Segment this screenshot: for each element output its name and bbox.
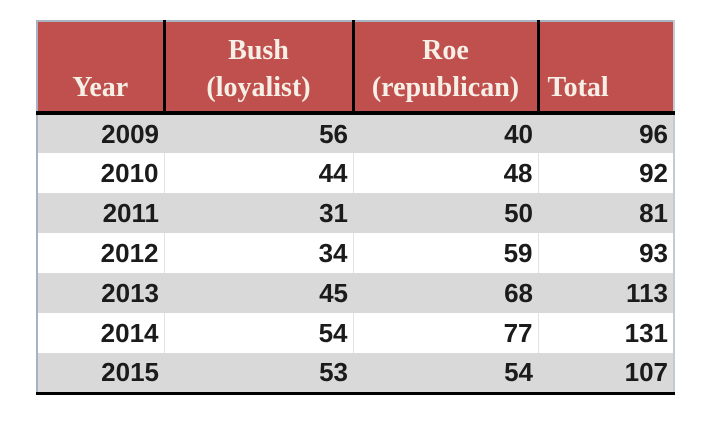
cell-total: 107 xyxy=(538,353,674,393)
cell-year: 2010 xyxy=(37,153,164,193)
cell-bush: 45 xyxy=(164,273,353,313)
cell-total: 131 xyxy=(537,313,674,353)
table-header: Year Bush (loyalist) Roe (republican) To… xyxy=(37,21,674,115)
cell-roe: 54 xyxy=(353,353,538,393)
cell-bush: 56 xyxy=(164,113,353,153)
cell-roe: 68 xyxy=(353,273,538,313)
table-row: 2015 53 54 107 xyxy=(37,353,674,393)
vote-count-table: Year Bush (loyalist) Roe (republican) To… xyxy=(36,20,675,395)
data-table-container: Year Bush (loyalist) Roe (republican) To… xyxy=(36,20,675,395)
cell-bush: 34 xyxy=(163,233,353,273)
cell-total: 92 xyxy=(537,153,674,193)
cell-roe: 77 xyxy=(352,313,538,353)
table-body: 2009 56 40 96 2010 44 48 92 2011 31 50 81 2012 34 59 93… xyxy=(37,113,674,393)
cell-roe: 50 xyxy=(353,193,538,233)
cell-roe: 59 xyxy=(352,233,538,273)
cell-total: 96 xyxy=(538,113,674,153)
cell-total: 93 xyxy=(537,233,674,273)
column-header-roe: Roe (republican) xyxy=(351,21,538,115)
table-row: 2011 31 50 81 xyxy=(37,193,674,233)
cell-total: 113 xyxy=(538,273,674,313)
table-row: 2010 44 48 92 xyxy=(37,153,674,193)
cell-bush: 44 xyxy=(163,153,353,193)
table-row: 2009 56 40 96 xyxy=(37,113,674,153)
cell-year: 2014 xyxy=(37,313,164,353)
table-row: 2012 34 59 93 xyxy=(37,233,674,273)
cell-roe: 40 xyxy=(353,113,538,153)
cell-total: 81 xyxy=(538,193,674,233)
cell-year: 2013 xyxy=(37,273,164,313)
column-header-total: Total xyxy=(536,21,674,115)
cell-year: 2012 xyxy=(37,233,164,273)
cell-bush: 31 xyxy=(164,193,353,233)
cell-year: 2015 xyxy=(37,353,164,393)
table-row: 2014 54 77 131 xyxy=(37,313,674,353)
column-header-bush: Bush (loyalist) xyxy=(162,21,353,115)
header-row: Year Bush (loyalist) Roe (republican) To… xyxy=(37,21,674,115)
cell-year: 2011 xyxy=(37,193,164,233)
cell-bush: 54 xyxy=(163,313,353,353)
table-row: 2013 45 68 113 xyxy=(37,273,674,313)
column-header-year: Year xyxy=(37,21,164,115)
cell-bush: 53 xyxy=(164,353,353,393)
cell-roe: 48 xyxy=(352,153,538,193)
cell-year: 2009 xyxy=(37,113,164,153)
